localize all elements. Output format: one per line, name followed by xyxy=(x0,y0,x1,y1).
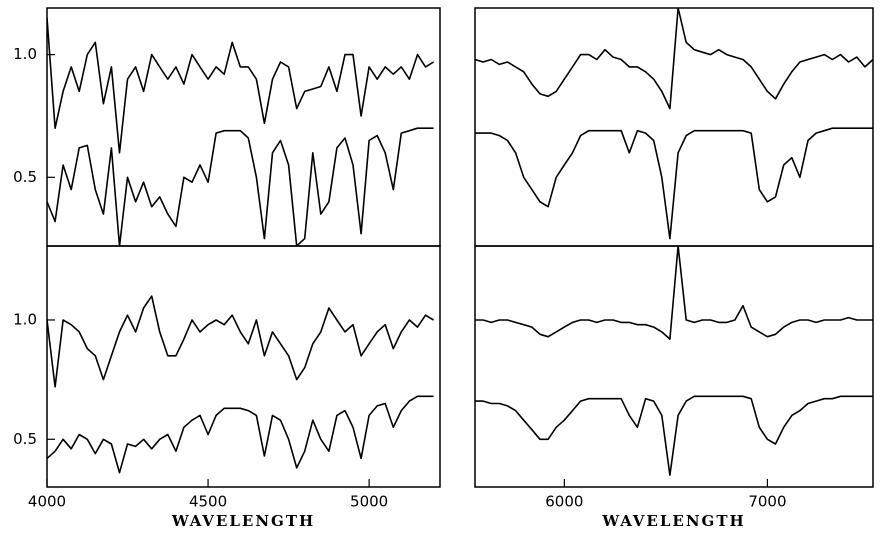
panel-frame xyxy=(474,7,874,247)
x-tick-label: 4000 xyxy=(28,493,66,511)
spectrum-line xyxy=(475,395,873,476)
x-tick-label: 6000 xyxy=(545,493,583,511)
panel xyxy=(475,246,873,476)
x-axis-label: WAVELENGTH xyxy=(601,512,745,530)
y-tick-label: 1.0 xyxy=(13,45,37,63)
x-axis-label: WAVELENGTH xyxy=(171,512,315,530)
y-tick-label: 1.0 xyxy=(13,310,37,328)
spectrum-line xyxy=(47,17,435,154)
x-tick-label: 7000 xyxy=(748,493,786,511)
panel xyxy=(475,8,873,240)
spectrum-line xyxy=(475,8,873,110)
panel xyxy=(47,17,435,246)
panel-frame xyxy=(474,245,874,488)
y-tick-label: 0.5 xyxy=(13,430,37,448)
spectrum-line xyxy=(47,295,435,388)
spectrum-line xyxy=(475,246,873,340)
panel xyxy=(47,295,435,474)
spectrum-line xyxy=(47,127,434,246)
spectrum-line xyxy=(475,127,873,240)
panel-frame xyxy=(46,245,441,488)
panel-frame xyxy=(46,7,441,247)
x-tick-label: 5000 xyxy=(350,493,388,511)
spectrum-line xyxy=(47,395,434,474)
y-tick-label: 0.5 xyxy=(13,168,37,186)
x-tick-label: 4500 xyxy=(189,493,227,511)
